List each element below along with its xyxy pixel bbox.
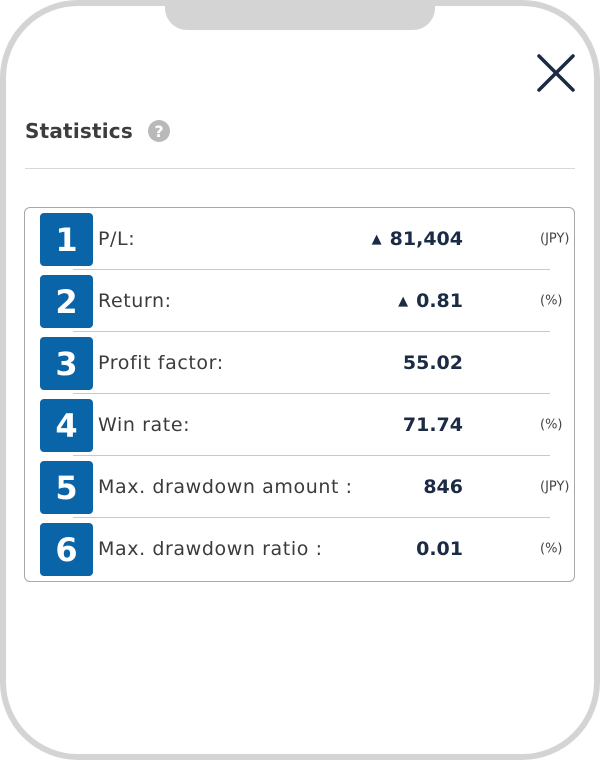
stat-unit: (%): [540, 417, 563, 433]
row-divider: [73, 331, 550, 332]
stat-row-profit-factor: 3 Profit factor: 55.02: [25, 332, 574, 394]
stat-value-number: 0.81: [416, 290, 463, 312]
stat-value-number: 71.74: [402, 414, 463, 436]
stat-label: Max. drawdown ratio :: [98, 538, 323, 560]
row-divider: [73, 393, 550, 394]
row-number-badge: 1: [40, 213, 93, 266]
stat-value-number: 0.01: [416, 538, 463, 560]
close-icon: [537, 54, 575, 92]
stat-value: ▲ 81,404: [372, 228, 463, 250]
stat-row-win-rate: 4 Win rate: 71.74 (%): [25, 394, 574, 456]
phone-notch: [165, 0, 435, 30]
stat-row-max-drawdown-amount: 5 Max. drawdown amount : 846 (JPY): [25, 456, 574, 518]
close-button[interactable]: [533, 50, 579, 96]
stat-value: 0.01: [416, 538, 463, 560]
header-divider: [25, 168, 575, 169]
stat-value: 846: [423, 476, 463, 498]
row-number-badge: 3: [40, 337, 93, 390]
stat-label: Return:: [98, 290, 172, 312]
question-circle-icon[interactable]: ?: [147, 120, 170, 142]
stat-value-number: 55.02: [402, 352, 463, 374]
row-divider: [73, 455, 550, 456]
row-number-badge: 2: [40, 275, 93, 328]
up-arrow-icon: ▲: [371, 231, 382, 247]
statistics-header: Statistics ?: [25, 119, 170, 143]
up-arrow-icon: ▲: [398, 293, 409, 309]
stat-row-return: 2 Return: ▲ 0.81 (%): [25, 270, 574, 332]
row-divider: [73, 517, 550, 518]
row-number-badge: 4: [40, 399, 93, 452]
stat-row-pl: 1 P/L: ▲ 81,404 (JPY): [25, 208, 574, 270]
stat-label: Win rate:: [98, 414, 191, 436]
stat-label: P/L:: [98, 228, 136, 250]
stat-row-max-drawdown-ratio: 6 Max. drawdown ratio : 0.01 (%): [25, 518, 574, 580]
row-number-badge: 5: [40, 461, 93, 514]
stat-unit: (%): [540, 541, 563, 557]
stat-label: Profit factor:: [98, 352, 224, 374]
stat-value: 55.02: [403, 352, 463, 374]
row-divider: [73, 269, 550, 270]
statistics-panel: 1 P/L: ▲ 81,404 (JPY) 2 Return: ▲ 0.81 (…: [24, 207, 575, 582]
page-title: Statistics: [25, 119, 133, 143]
stat-value-number: 846: [423, 476, 463, 498]
stat-unit: (%): [540, 293, 563, 309]
stat-value: 71.74: [403, 414, 463, 436]
stat-unit: (JPY): [540, 479, 570, 495]
stat-unit: (JPY): [540, 231, 570, 247]
stat-label: Max. drawdown amount :: [98, 476, 353, 498]
row-number-badge: 6: [40, 523, 93, 576]
stat-value-number: 81,404: [389, 228, 463, 250]
stat-value: ▲ 0.81: [398, 290, 463, 312]
